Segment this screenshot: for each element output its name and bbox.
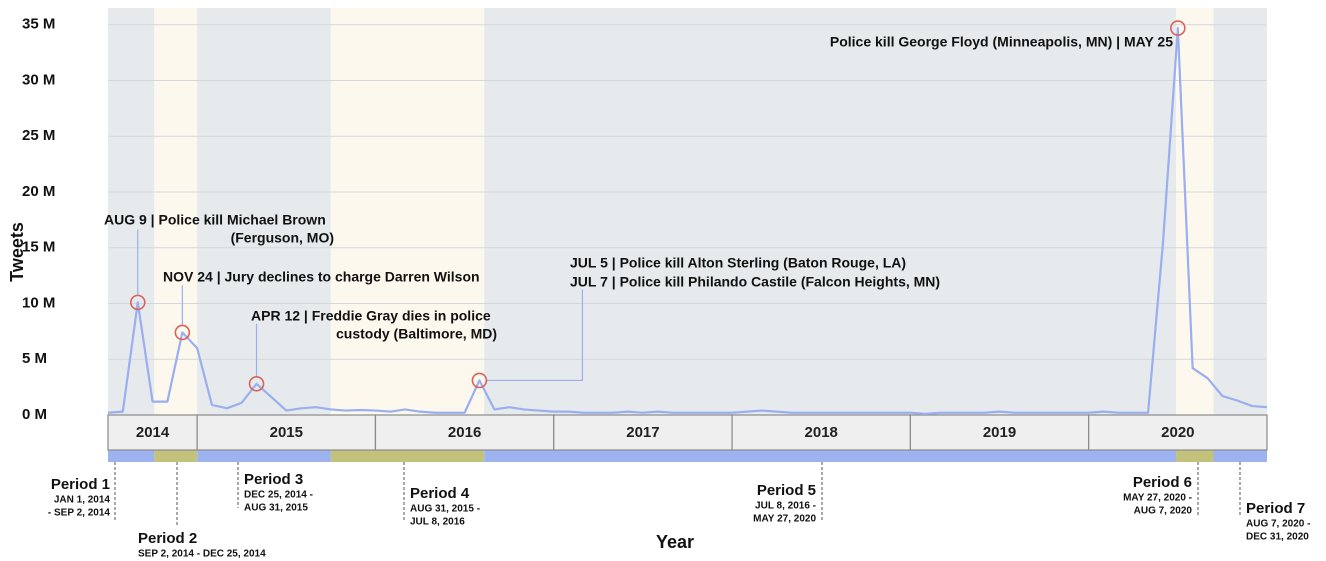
- annotation-marker: [1170, 20, 1186, 36]
- annotation-marker: [471, 372, 488, 389]
- period-dates: DEC 25, 2014 -: [244, 490, 313, 501]
- period-band: [330, 8, 485, 415]
- year-box: [107, 414, 198, 451]
- period-dates: AUG 7, 2020 -: [1246, 519, 1310, 530]
- period-band: [154, 8, 198, 415]
- period-name: Period 6: [1133, 474, 1192, 491]
- period-bar: [1176, 450, 1214, 462]
- annotation-marker: [174, 324, 191, 341]
- annotation-text: APR 12 | Freddie Gray dies in police: [251, 308, 491, 324]
- y-tick-label: 15 M: [22, 239, 55, 256]
- year-box: [374, 414, 555, 451]
- annotation-text: Police kill George Floyd (Minneapolis, M…: [830, 34, 1173, 50]
- year-label: 2016: [448, 424, 481, 441]
- annotation-marker: [129, 294, 146, 311]
- period-dates: AUG 31, 2015: [244, 503, 308, 514]
- y-tick-label: 0 M: [22, 406, 47, 423]
- y-axis-label: Tweets: [7, 222, 27, 282]
- period-bar: [484, 450, 1177, 462]
- y-tick-label: 35 M: [22, 16, 55, 33]
- period-bar: [330, 450, 485, 462]
- period-dates: - SEP 2, 2014: [48, 508, 111, 519]
- year-label: 2018: [805, 424, 838, 441]
- period-bar: [154, 450, 198, 462]
- period-name: Period 5: [757, 482, 816, 499]
- period-name: Period 2: [138, 530, 197, 547]
- period-dates: MAY 27, 2020 -: [1123, 493, 1192, 504]
- y-tick-label: 20 M: [22, 183, 55, 200]
- annotation-text: custody (Baltimore, MD): [336, 326, 497, 342]
- annotation-text: NOV 24 | Jury declines to charge Darren …: [163, 269, 480, 285]
- period-name: Period 1: [51, 476, 110, 493]
- period-band: [484, 8, 1177, 415]
- year-label: 2019: [983, 424, 1016, 441]
- data-line: [107, 26, 1268, 415]
- period-band: [1213, 8, 1267, 415]
- year-box: [1088, 414, 1268, 451]
- period-name: Period 7: [1246, 500, 1305, 517]
- period-dates: JAN 1, 2014: [54, 495, 111, 506]
- period-band: [1176, 8, 1214, 415]
- year-box: [731, 414, 911, 451]
- period-dates: AUG 31, 2015 -: [410, 504, 480, 515]
- period-name: Period 3: [244, 471, 303, 488]
- year-box: [553, 414, 733, 451]
- period-name: Period 4: [410, 485, 470, 502]
- annotation-marker: [248, 375, 265, 392]
- period-dates: JUL 8, 2016: [410, 517, 465, 528]
- period-bar: [197, 450, 331, 462]
- period-band: [197, 8, 331, 415]
- period-dates: SEP 2, 2014 - DEC 25, 2014: [138, 549, 266, 560]
- year-label: 2017: [626, 424, 659, 441]
- period-bar: [108, 450, 155, 462]
- period-dates: JUL 8, 2016 -: [755, 501, 816, 512]
- annotation-text: AUG 9 | Police kill Michael Brown: [104, 212, 326, 228]
- annotation-text: JUL 5 | Police kill Alton Sterling (Bato…: [570, 255, 906, 271]
- year-label: 2014: [136, 424, 170, 441]
- period-dates: MAY 27, 2020: [753, 514, 816, 525]
- x-axis-label: Year: [656, 532, 694, 552]
- annotation-text: (Ferguson, MO): [231, 230, 334, 246]
- year-box: [196, 414, 377, 451]
- year-label: 2020: [1161, 424, 1194, 441]
- year-label: 2015: [270, 424, 303, 441]
- year-box: [909, 414, 1090, 451]
- y-tick-label: 5 M: [22, 350, 47, 367]
- period-bar: [1213, 450, 1267, 462]
- y-tick-label: 30 M: [22, 71, 55, 88]
- y-tick-label: 25 M: [22, 127, 55, 144]
- annotation-leader: [486, 289, 584, 382]
- y-tick-label: 10 M: [22, 294, 55, 311]
- annotation-text: JUL 7 | Police kill Philando Castile (Fa…: [570, 274, 940, 290]
- period-dates: DEC 31, 2020: [1246, 532, 1309, 543]
- period-dates: AUG 7, 2020: [1134, 506, 1193, 517]
